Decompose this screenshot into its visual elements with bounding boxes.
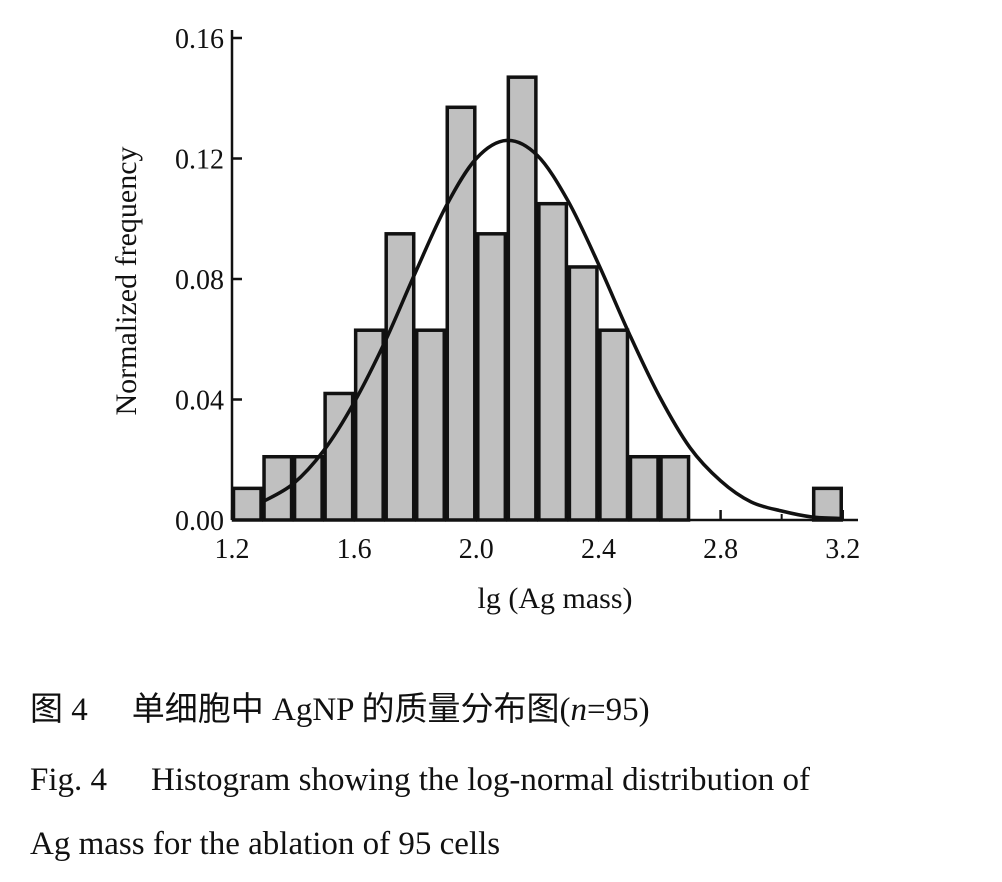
caption-english-line-1: Fig. 4 Histogram showing the log-normal d… [30, 764, 990, 797]
histogram-bar-6 [414, 328, 447, 522]
caption-en-text-2: Ag mass for the ablation of 95 cells [30, 826, 501, 862]
histogram-bar-5 [384, 232, 416, 522]
histogram-bar-11 [567, 265, 599, 522]
caption-cn-text-prefix: 单细胞中 AgNP 的质量分布图( [131, 692, 571, 728]
histogram-bar-4 [353, 328, 385, 522]
y-tick-label: 0.16 [175, 24, 224, 55]
caption-en-label: Fig. 4 [30, 762, 108, 798]
x-tick-label: 1.6 [337, 534, 372, 565]
x-tick-label: 2.0 [459, 534, 494, 565]
histogram-bar-13 [628, 454, 660, 522]
caption-cn-n: n [570, 692, 588, 728]
x-tick-label: 3.2 [825, 534, 860, 565]
histogram-bar-12 [598, 328, 630, 522]
caption-en-text-1: Histogram showing the log-normal distrib… [151, 762, 811, 798]
caption-chinese: 图 4 单细胞中 AgNP 的质量分布图(n=95) [30, 694, 990, 727]
histogram-bar-15 [811, 486, 843, 522]
histogram-bar-8 [476, 232, 508, 522]
histogram-bar-7 [445, 105, 477, 522]
caption-cn-text-suffix: =95) [587, 692, 650, 728]
y-tick-label: 0.08 [175, 265, 224, 296]
y-tick-label: 0.04 [175, 386, 224, 417]
y-axis-label: Normalized frequency [110, 146, 143, 415]
histogram-bars [231, 75, 843, 522]
caption-english-line-2: Ag mass for the ablation of 95 cells [30, 828, 990, 861]
histogram-bar-14 [659, 454, 691, 522]
y-tick-label: 0.12 [175, 145, 224, 176]
caption-cn-label: 图 4 [30, 692, 88, 728]
histogram-bar-2 [292, 454, 324, 522]
x-tick-label: 2.4 [581, 534, 616, 565]
x-axis-label: lg (Ag mass) [478, 582, 633, 615]
x-tick-label: 1.2 [215, 534, 250, 565]
histogram-chart: 0.00 0.04 0.08 0.12 0.16 1.2 1.6 2.0 2.4 2.8 3.2 l… [110, 24, 860, 615]
histogram-bar-10 [537, 201, 569, 522]
histogram-bar-0 [231, 486, 263, 522]
axes [230, 30, 858, 522]
y-tick-label: 0.00 [175, 506, 224, 537]
tick-labels: 0.00 0.04 0.08 0.12 0.16 1.2 1.6 2.0 2.4 2.8 3.2 [175, 24, 860, 565]
fit-curve [261, 138, 843, 521]
x-tick-label: 2.8 [703, 534, 738, 565]
